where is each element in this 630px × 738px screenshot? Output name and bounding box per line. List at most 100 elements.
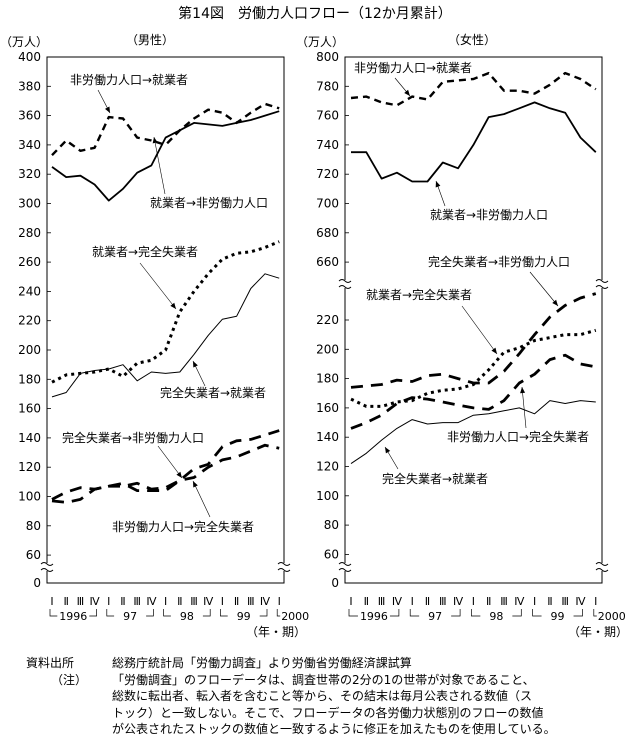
x-tick-label: Ⅲ [500, 595, 508, 608]
y-tick-label: 800 [316, 50, 339, 64]
x-tick-label: Ⅳ [90, 595, 101, 608]
axis-break-gap [597, 280, 607, 288]
female-panel-title: （女性） [448, 32, 496, 47]
x-tick-label: Ⅰ [107, 595, 110, 608]
series-label: 完全失業者→非労働力人口 [62, 430, 204, 445]
y-tick-label: 760 [316, 109, 339, 123]
note-line: トック）と一致しない。そこで、フローデータの各労働力状態別のフローの数値 [112, 705, 544, 720]
year-bracket [106, 609, 154, 617]
year-bracket [593, 609, 597, 617]
year-bracket [49, 609, 97, 617]
annotation-arrow [192, 480, 211, 518]
x-tick-label: Ⅰ [164, 595, 167, 608]
series-label: 非労働力人口→完全失業者 [447, 429, 589, 444]
year-label: 1996 [59, 610, 87, 623]
x-tick-label: Ⅳ [392, 595, 403, 608]
series-line [351, 101, 597, 183]
x-tick-label: Ⅲ [439, 595, 447, 608]
arrowhead-icon [105, 106, 110, 113]
male-panel: 0 60 80 100 120 140 160 180 200 220 240 260 280 300 32… [18, 50, 309, 623]
axis-break-gap [279, 563, 289, 571]
male-y-unit: （万人） [0, 35, 48, 49]
axis-break-gap [340, 280, 350, 288]
series-line [350, 400, 596, 465]
x-tick-label: Ⅰ [278, 595, 281, 608]
axis-break-mark [338, 279, 352, 289]
year-bracket [532, 609, 583, 617]
axis-break-mark [277, 562, 291, 572]
x-tick-label: Ⅳ [146, 595, 157, 608]
series-label: 就業者→完全失業者 [92, 244, 198, 259]
series-label: 非労働力人口→就業者 [70, 73, 188, 87]
x-tick-label: Ⅲ [190, 595, 198, 608]
series-line [51, 240, 280, 384]
axis-break-gap [340, 563, 350, 571]
year-label: 2000 [598, 610, 626, 623]
year-label: 1996 [360, 610, 388, 623]
x-tick-label: Ⅳ [203, 595, 214, 608]
y-tick-label: 0 [331, 576, 339, 590]
annotation-arrow [157, 445, 183, 479]
annotation-arrow [153, 136, 166, 195]
year-bracket [409, 609, 461, 617]
x-tick-label: Ⅳ [260, 595, 271, 608]
arrowhead-icon [385, 447, 391, 454]
y-tick-label: 660 [316, 255, 339, 269]
x-tick-label: Ⅰ [594, 595, 597, 608]
y-tick-label: 740 [316, 138, 339, 152]
y-tick-label: 160 [316, 401, 339, 415]
x-tick-label: Ⅲ [77, 595, 85, 608]
x-tick-label: Ⅱ [234, 595, 239, 608]
y-tick-label: 720 [316, 167, 339, 181]
arrowhead-icon [193, 481, 198, 488]
series-label: 完全失業者→非労働力人口 [428, 254, 570, 269]
source-label: 資料出所 [26, 656, 75, 670]
y-tick-label: 80 [324, 518, 339, 532]
y-tick-label: 240 [18, 284, 41, 298]
series-line [51, 429, 280, 501]
year-bracket [220, 609, 268, 617]
y-tick-label: 400 [18, 50, 41, 64]
note-line: 「労働調査」のフローデータは、調査世帯の2分の1の世帯が対象であること、 [112, 672, 535, 687]
y-tick-label: 360 [18, 109, 41, 123]
y-tick-label: 100 [316, 489, 339, 503]
x-tick-label: Ⅱ [63, 595, 68, 608]
plot-frame [46, 56, 285, 584]
y-tick-label: 140 [18, 431, 41, 445]
x-tick-label: Ⅲ [561, 595, 569, 608]
y-tick-label: 120 [316, 460, 339, 474]
year-label: 97 [123, 610, 137, 623]
axis-break-gap [42, 563, 52, 571]
y-tick-label: 340 [18, 138, 41, 152]
arrowhead-icon [176, 471, 182, 478]
axis-break-mark [595, 279, 609, 289]
annotation-arrow [461, 305, 498, 355]
note-label: （注） [50, 672, 87, 687]
y-tick-label: 200 [18, 343, 41, 357]
female-panel: 0 60 80 100 120 140 160 180 200 220 660 680 700 720 74… [316, 50, 626, 623]
axis-break-mark [595, 562, 609, 572]
axis-break-mark [338, 562, 352, 572]
x-tick-label: Ⅰ [533, 595, 536, 608]
year-label: 98 [180, 610, 194, 623]
x-tick-label: Ⅰ [472, 595, 475, 608]
y-tick-label: 0 [33, 576, 41, 590]
series-line [350, 328, 597, 408]
y-tick-label: 220 [18, 314, 41, 328]
x-tick-label: Ⅳ [514, 595, 525, 608]
year-label: 97 [428, 610, 442, 623]
series-label: 完全失業者→就業者 [382, 471, 488, 486]
x-tick-label: Ⅰ [411, 595, 414, 608]
series-line [350, 353, 597, 430]
x-tick-label: Ⅲ [133, 595, 141, 608]
year-label: 99 [237, 610, 251, 623]
annotation-arrow [521, 386, 527, 429]
year-label: 99 [551, 610, 565, 623]
y-tick-label: 180 [316, 372, 339, 386]
source-text: 総務庁統計局「労働力調査」より労働省労働経済課試算 [112, 656, 412, 670]
note-line: 総数に転出者、転入者を含むこと等から、その結末は毎月公表される数値（ス [112, 689, 533, 703]
y-tick-label: 180 [18, 372, 41, 386]
male-x-unit: （年・期） [246, 625, 306, 639]
arrowhead-icon [520, 387, 526, 394]
series-label: 就業者→非労働力人口 [430, 208, 548, 222]
